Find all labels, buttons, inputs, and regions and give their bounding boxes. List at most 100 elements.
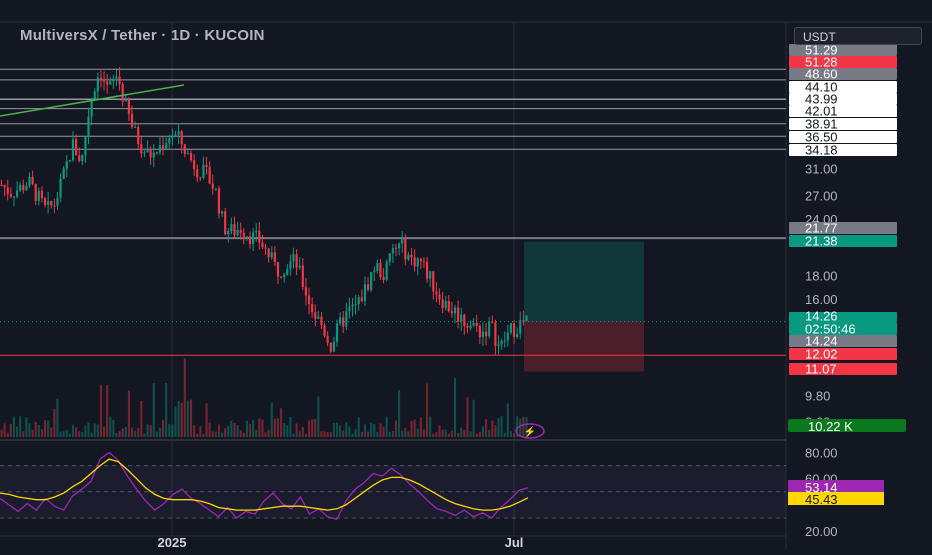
volume-bar <box>379 423 382 437</box>
volume-bar <box>71 425 75 437</box>
candle-body <box>99 77 103 81</box>
price-label-text: 21.77 <box>805 221 838 236</box>
volume-bar <box>463 429 466 437</box>
candle-body <box>407 254 410 260</box>
volume-bar <box>270 402 273 437</box>
volume-bar <box>102 426 106 437</box>
candle-body <box>419 258 422 262</box>
volume-bar <box>376 431 379 437</box>
volume-bar <box>87 422 90 437</box>
candle-body <box>351 304 354 307</box>
volume-bar <box>519 418 522 437</box>
volume-bar <box>165 382 168 437</box>
candle-body <box>258 230 261 243</box>
price-label-text: 14.26 <box>805 309 838 324</box>
volume-bar <box>134 431 137 437</box>
volume-bar <box>236 425 239 437</box>
volume-bar <box>320 431 323 437</box>
candle-body <box>214 188 217 190</box>
volume-bar <box>252 420 255 437</box>
volume-bar <box>65 429 68 437</box>
candle-body <box>279 276 283 278</box>
volume-bar <box>90 432 93 437</box>
candle-body <box>71 139 75 161</box>
candle-body <box>357 297 360 305</box>
candle-body <box>171 136 174 139</box>
price-label-box <box>789 144 897 156</box>
candle-body <box>478 325 481 338</box>
candle-body <box>335 323 339 342</box>
volume-bar <box>106 385 109 437</box>
candle-body <box>460 314 463 322</box>
candle-body <box>295 254 298 268</box>
volume-bar <box>385 416 388 437</box>
candle-body <box>37 190 40 201</box>
volume-bar <box>301 427 304 437</box>
candle-body <box>183 144 186 154</box>
volume-bar <box>56 398 59 437</box>
candle-body <box>273 252 276 263</box>
candle-body <box>208 166 211 184</box>
candle-body <box>199 177 202 179</box>
currency-button[interactable]: USDT <box>794 27 922 45</box>
volume-bar <box>155 431 158 437</box>
flash-icon: ⚡ <box>524 425 536 438</box>
volume-bar <box>196 433 199 437</box>
candle-body <box>137 126 140 145</box>
volume-bar <box>124 426 127 437</box>
candle-body <box>177 131 180 135</box>
candle-body <box>19 184 22 191</box>
candle-body <box>354 304 357 306</box>
volume-bar <box>516 416 519 437</box>
volume-bar <box>286 425 289 437</box>
volume-bar <box>435 432 438 437</box>
volume-bar <box>28 423 31 437</box>
candle-body <box>75 139 78 156</box>
price-label-box <box>789 68 897 80</box>
rsi-tick-label: 20.00 <box>805 524 838 539</box>
price-label-text: 21.38 <box>805 234 838 249</box>
price-label-box <box>789 93 897 105</box>
volume-bar <box>248 424 252 437</box>
price-label-box <box>789 312 897 322</box>
candle-body <box>401 237 404 244</box>
volume-bar <box>441 429 444 437</box>
volume-bar <box>130 427 134 437</box>
volume-bar <box>264 432 267 437</box>
volume-bars <box>0 358 528 437</box>
volume-bar <box>373 424 376 437</box>
volume-bar <box>75 427 78 437</box>
volume-bar <box>382 426 385 437</box>
volume-bar <box>432 433 435 437</box>
candle-body <box>311 304 314 313</box>
price-label-box <box>789 335 897 347</box>
candle-body <box>106 81 109 85</box>
volume-bar <box>289 416 292 437</box>
time-axis-ticks: 2025 Jul <box>158 535 524 550</box>
volume-bar <box>171 424 174 437</box>
candle-body <box>491 321 494 323</box>
volume-bar <box>444 429 447 437</box>
candle-body <box>292 254 295 262</box>
volume-bar <box>509 431 512 437</box>
candle-body <box>525 315 528 322</box>
candle-body <box>503 340 506 342</box>
volume-bar <box>205 403 208 437</box>
candle-body <box>438 294 441 300</box>
candle-body <box>152 152 155 158</box>
candle-body <box>276 262 280 277</box>
candle-body <box>211 183 214 189</box>
volume-bar <box>233 422 236 437</box>
volume-bar <box>84 425 87 437</box>
volume-bar <box>485 419 488 437</box>
candle-body <box>227 230 230 235</box>
price-tick-label: 16.00 <box>805 292 838 307</box>
volume-bar <box>394 420 398 437</box>
price-label-box <box>789 363 897 375</box>
volume-bar <box>258 418 261 437</box>
volume-bar <box>311 419 314 437</box>
candle-body <box>90 98 93 117</box>
